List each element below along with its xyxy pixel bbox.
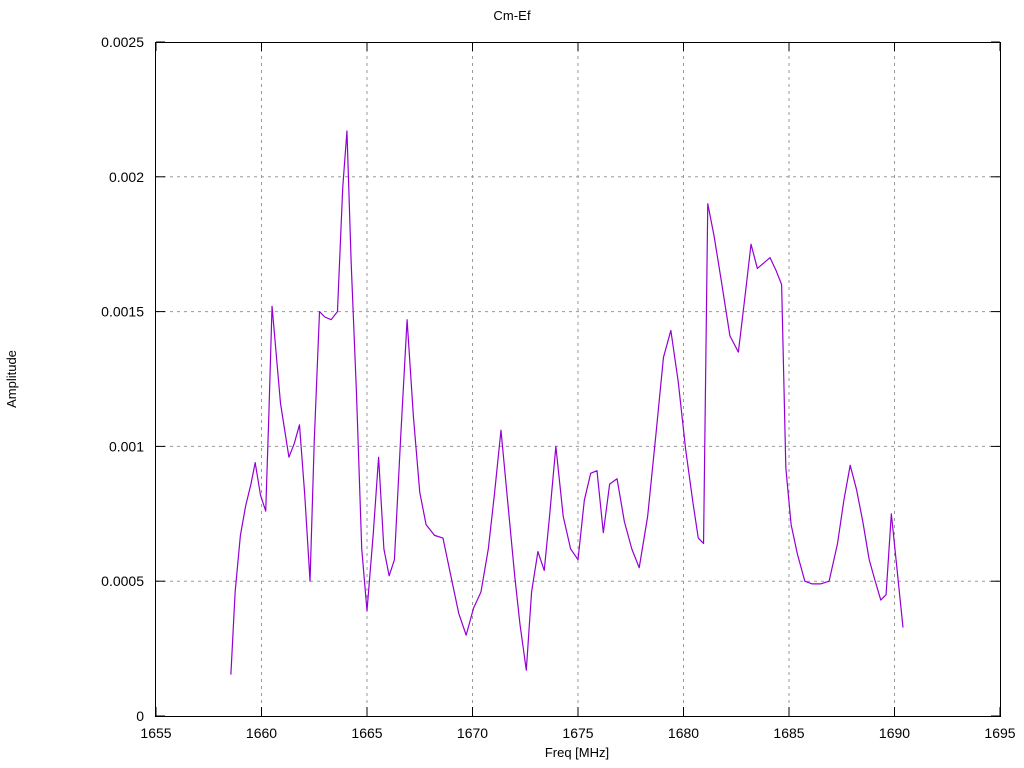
- series-line: [230, 130, 904, 675]
- x-tick-label: 1685: [773, 725, 804, 741]
- x-tick-label: 1670: [457, 725, 488, 741]
- x-axis-ticks-group: 1655 1660 1665 1670 1675 1680 1685 1690 1695: [140, 42, 1016, 741]
- x-tick-label: 1655: [140, 725, 171, 741]
- y-axis-ticks-group: 0 0.0005 0.001 0.0015 0.002 0.0025: [101, 34, 1000, 724]
- y-tick-label: 0.001: [109, 438, 144, 454]
- x-tick-label: 1680: [668, 725, 699, 741]
- y-axis-label: Amplitude: [4, 350, 19, 408]
- y-tick-label: 0.0025: [101, 34, 144, 50]
- y-tick-label: 0.0005: [101, 573, 144, 589]
- gridlines-group: [156, 42, 1000, 716]
- x-tick-label: 1665: [351, 725, 382, 741]
- y-tick-label: 0.0015: [101, 304, 144, 320]
- x-tick-label: 1660: [246, 725, 277, 741]
- y-tick-label: 0: [136, 708, 144, 724]
- x-tick-label: 1675: [562, 725, 593, 741]
- plot-border: [155, 42, 1001, 717]
- chart-title: Cm-Ef: [493, 8, 531, 23]
- x-tick-label: 1690: [879, 725, 910, 741]
- x-tick-label: 1695: [984, 725, 1015, 741]
- data-series-group: [230, 130, 904, 675]
- x-axis-label: Freq [MHz]: [545, 745, 609, 760]
- y-tick-label: 0.002: [109, 169, 144, 185]
